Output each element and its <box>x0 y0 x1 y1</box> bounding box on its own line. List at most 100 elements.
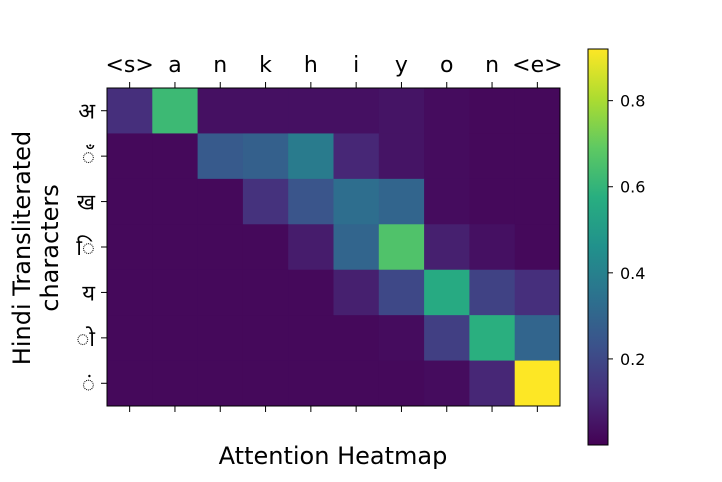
heatmap-cell <box>333 360 380 407</box>
y-tick-label: ँ <box>82 144 95 170</box>
heatmap-cell <box>514 269 561 316</box>
heatmap-cell <box>514 315 561 362</box>
heatmap-cell <box>152 224 199 271</box>
heatmap-cell <box>469 269 516 316</box>
heatmap-cell <box>242 360 289 407</box>
colorbar-tick-label: 0.8 <box>620 92 645 111</box>
colorbar-gradient <box>587 48 609 446</box>
heatmap-cell <box>424 178 470 225</box>
heatmap-cell <box>424 224 470 271</box>
heatmap-cell <box>469 360 516 407</box>
x-axis-label: Attention Heatmap <box>219 442 448 470</box>
heatmap-cell <box>242 178 289 225</box>
y-tick-labels: अँ खि यों <box>76 100 107 397</box>
heatmap-cell <box>197 269 244 316</box>
heatmap-cell <box>514 133 561 180</box>
heatmap-cell <box>107 178 153 225</box>
colorbar-tick-label: 0.6 <box>620 178 645 197</box>
heatmap-cell <box>333 133 380 180</box>
heatmap-cell <box>288 88 334 134</box>
heatmap-cell <box>288 360 334 407</box>
heatmap-cell <box>469 178 516 225</box>
x-tick-label: <s> <box>105 53 153 78</box>
heatmap-cell <box>424 315 470 362</box>
heatmap-cell <box>333 315 380 362</box>
heatmap-cell <box>424 88 470 134</box>
heatmap-cell <box>197 88 244 134</box>
y-tick-label: ो <box>76 326 95 352</box>
heatmap-cell <box>469 133 516 180</box>
heatmap-cell <box>197 315 244 362</box>
heatmap-cell <box>514 88 561 134</box>
y-axis-label: Hindi Transliterated characters <box>8 131 64 365</box>
heatmap-cell <box>197 178 244 225</box>
heatmap-cell <box>378 88 425 134</box>
heatmap-cell <box>378 269 425 316</box>
colorbar-ticks: 0.2 0.4 0.6 0.8 <box>608 92 645 369</box>
heatmap-cell <box>152 133 199 180</box>
heatmap-cell <box>107 360 153 407</box>
x-tick-label: n <box>213 53 227 78</box>
y-axis-label-line-2: characters <box>36 184 64 311</box>
heatmap-cell <box>333 269 380 316</box>
x-tick-label: i <box>353 53 359 78</box>
y-axis-label-line-1: Hindi Transliterated <box>8 131 36 365</box>
heatmap-cell <box>197 133 244 180</box>
colorbar: 0.2 0.4 0.6 0.8 <box>587 48 645 446</box>
heatmap-cell <box>107 88 153 134</box>
heatmap-cell <box>288 269 334 316</box>
heatmap-cell <box>378 224 425 271</box>
heatmap-cell <box>288 224 334 271</box>
y-tick-label: ि <box>76 235 95 261</box>
y-tick-label: ं <box>82 372 95 397</box>
heatmap-cell <box>242 224 289 271</box>
heatmap-cell <box>288 315 334 362</box>
heatmap-cell <box>152 88 199 134</box>
heatmap-cell <box>469 88 516 134</box>
x-tick-label: a <box>168 53 181 78</box>
colorbar-tick-label: 0.4 <box>620 264 645 283</box>
x-tick-label: o <box>440 53 453 78</box>
heatmap-cell <box>107 133 153 180</box>
heatmap-cell <box>333 178 380 225</box>
heatmap-cell <box>424 133 470 180</box>
heatmap-cell <box>242 133 289 180</box>
colorbar-tick-label: 0.2 <box>620 350 645 369</box>
heatmap-cell <box>378 315 425 362</box>
heatmap-cell <box>197 224 244 271</box>
heatmap-cell <box>514 178 561 225</box>
heatmap-cell <box>333 224 380 271</box>
heatmap-cell <box>378 133 425 180</box>
heatmap-cell <box>378 360 425 407</box>
y-tick-label: अ <box>78 100 96 125</box>
heatmap-cell <box>152 315 199 362</box>
x-tick-label: k <box>259 53 272 78</box>
heatmap-cell <box>514 360 561 407</box>
x-tick-label: <e> <box>512 53 562 78</box>
heatmap-cell <box>242 315 289 362</box>
heatmap-cell <box>424 360 470 407</box>
heatmap-cell <box>107 315 153 362</box>
heatmap-cell <box>469 315 516 362</box>
x-tick-label: y <box>395 53 408 78</box>
heatmap-cell <box>378 178 425 225</box>
heatmap-cell <box>242 88 289 134</box>
x-tick-label: n <box>485 53 499 78</box>
heatmap-cell <box>152 269 199 316</box>
y-tick-label: ख <box>77 191 96 216</box>
heatmap-cell <box>424 269 470 316</box>
heatmap-cell <box>288 178 334 225</box>
y-tick-label: य <box>82 281 96 306</box>
heatmap-cell <box>333 88 380 134</box>
heatmap-cell <box>242 269 289 316</box>
heatmap-cells <box>107 88 561 407</box>
heatmap-cell <box>197 360 244 407</box>
heatmap-cell <box>152 178 199 225</box>
x-tick-label: h <box>304 53 318 78</box>
heatmap-cell <box>152 360 199 407</box>
heatmap-cell <box>288 133 334 180</box>
heatmap-cell <box>514 224 561 271</box>
x-tick-labels: <s> a n k h i y o n <e> <box>105 53 563 412</box>
heatmap-cell <box>107 224 153 271</box>
